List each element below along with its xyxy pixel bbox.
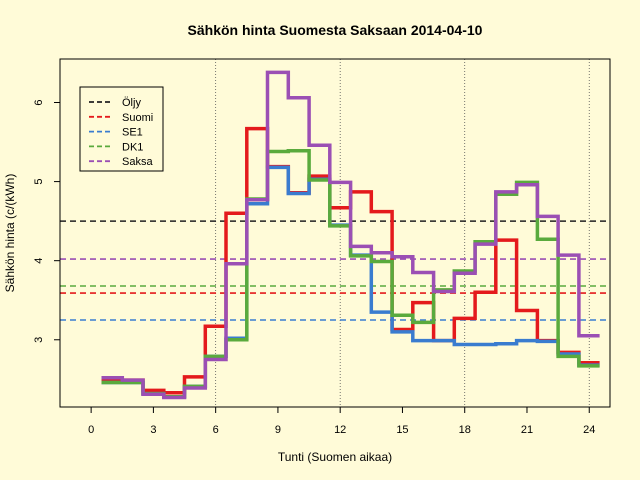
x-tick-label-3: 3 <box>150 424 156 436</box>
legend-label-se1: SE1 <box>122 127 143 139</box>
series-suomi-line <box>101 126 600 395</box>
x-tick-label-0: 0 <box>88 424 94 436</box>
chart-title: Sähkön hinta Suomesta Saksaan 2014-04-10 <box>188 22 483 38</box>
y-axis-label: Sähkön hinta (c/(kWh) <box>3 174 17 293</box>
x-tick-label-6: 6 <box>213 424 219 436</box>
y-tick-label-5: 5 <box>33 179 45 185</box>
plot-area <box>60 59 610 407</box>
y-tick-label-3: 3 <box>33 337 45 343</box>
x-tick-label-12: 12 <box>334 424 346 436</box>
series-saksa-line <box>101 70 600 400</box>
legend-box <box>79 86 164 172</box>
x-axis-label: Tunti (Suomen aikaa) <box>278 450 392 464</box>
y-tick-label-4: 4 <box>33 258 45 264</box>
legend-label-öljy: Öljy <box>122 97 141 109</box>
x-tick-label-15: 15 <box>396 424 408 436</box>
legend-label-suomi: Suomi <box>122 112 153 124</box>
x-tick-label-21: 21 <box>521 424 533 436</box>
y-axis: 3 4 5 6 <box>33 99 61 343</box>
y-tick-label-6: 6 <box>33 99 45 105</box>
x-axis: 0 3 6 9 12 15 18 21 24 <box>88 406 595 436</box>
x-tick-label-18: 18 <box>459 424 471 436</box>
legend: Öljy Suomi SE1 DK1 Saksa <box>79 86 164 172</box>
legend-label-dk1: DK1 <box>122 141 143 153</box>
x-tick-label-9: 9 <box>275 424 281 436</box>
legend-label-saksa: Saksa <box>122 156 153 168</box>
x-tick-label-24: 24 <box>583 424 595 436</box>
